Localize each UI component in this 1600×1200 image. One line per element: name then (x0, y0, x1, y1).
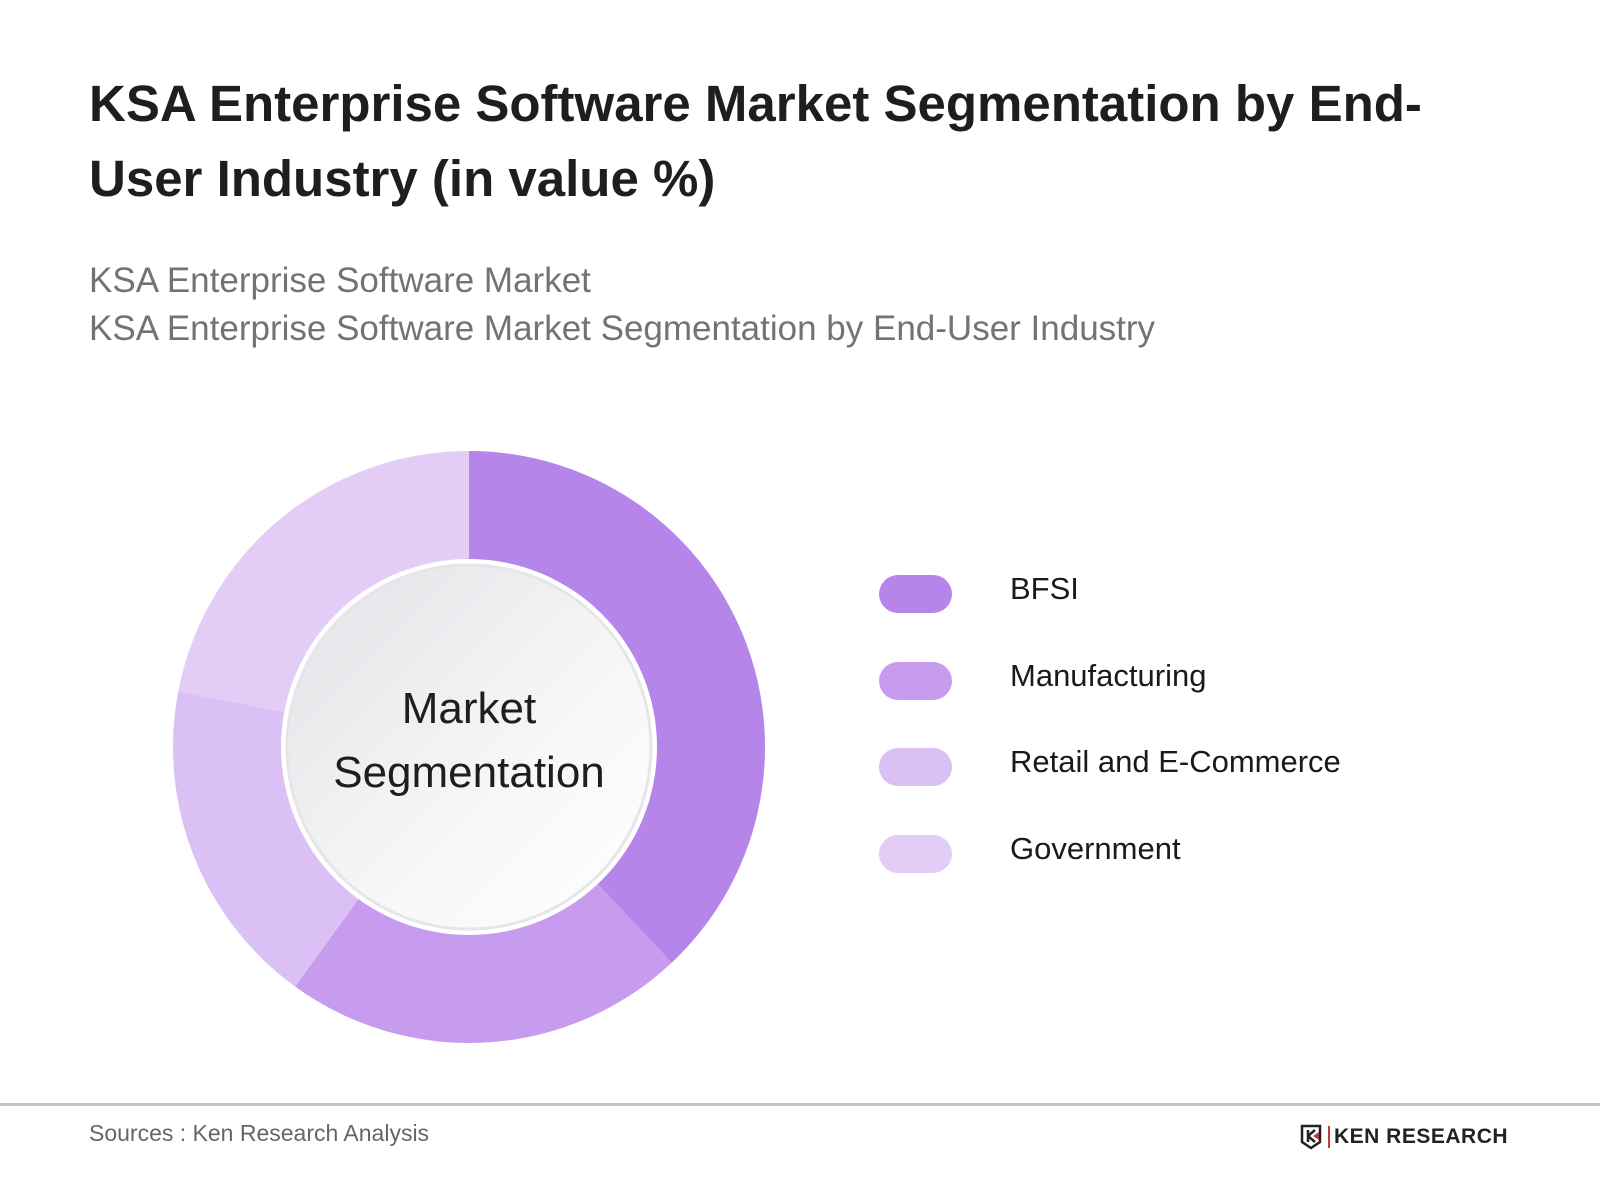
legend-label: Government (1010, 831, 1181, 866)
legend-label: Retail and E-Commerce (1010, 744, 1341, 779)
source-note: Sources : Ken Research Analysis (89, 1120, 430, 1146)
subtitle-line-1: KSA Enterprise Software Market (89, 261, 591, 300)
center-label-line-2: Segmentation (333, 748, 605, 797)
legend-swatch (879, 748, 952, 786)
center-label-line-1: Market (401, 684, 537, 733)
center-disc (285, 563, 653, 931)
footer-divider (0, 1103, 1600, 1106)
donut-chart (173, 451, 765, 1044)
legend-label: BFSI (1010, 571, 1079, 606)
subtitle-line-2: KSA Enterprise Software Market Segmentat… (89, 309, 1156, 348)
legend-swatch (879, 662, 952, 700)
logo-text: KEN RESEARCH (1334, 1125, 1509, 1148)
ken-research-logo-icon (1300, 1124, 1322, 1150)
ken-research-logo: KEN RESEARCH (1300, 1124, 1508, 1150)
logo-separator (1328, 1126, 1330, 1148)
legend-swatch (879, 575, 952, 613)
legend-label: Manufacturing (1010, 658, 1207, 693)
chart-title: KSA Enterprise Software Market Segmentat… (89, 75, 1422, 207)
legend-swatch (879, 835, 952, 873)
